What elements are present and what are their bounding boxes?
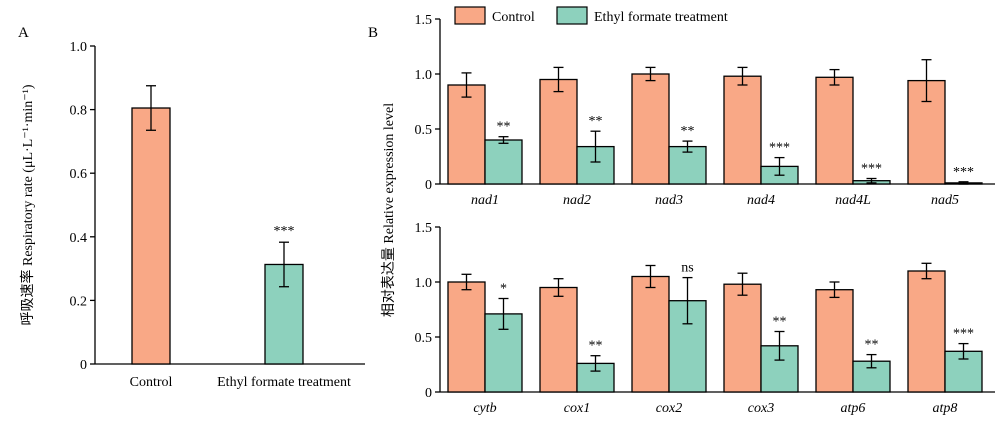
panel-a-y-axis-label: 呼吸速率 Respiratory rate (μL·L⁻¹·min⁻¹) xyxy=(19,84,36,325)
panel-a-error-bar xyxy=(279,241,289,288)
panel-b-x-tick-label: atp8 xyxy=(933,401,958,416)
panel-b-x-tick-label: cox2 xyxy=(656,401,682,416)
panel-b-bar xyxy=(815,289,854,393)
legend-label-treatment: Ethyl formate treatment xyxy=(594,10,728,25)
panel-b-row2-y-tick-label: 0.5 xyxy=(415,331,433,346)
panel-b-row2-y-tick-label: 1.5 xyxy=(415,221,433,236)
panel-b-significance: ** xyxy=(773,315,787,330)
panel-b-bar xyxy=(484,139,523,185)
panel-b-bar xyxy=(723,75,762,185)
panel-b-error-bar xyxy=(921,262,932,280)
panel-b-row1-y-tick-label: 1.0 xyxy=(415,68,433,83)
panel-b-row2-y-tick-label: 0 xyxy=(425,386,432,401)
panel-b-significance: *** xyxy=(953,327,974,342)
panel-a-x-tick-label: Ethyl formate treatment xyxy=(217,375,351,390)
panel-b-significance: *** xyxy=(769,141,790,156)
panel-b-error-bar xyxy=(737,66,748,86)
panel-b-significance: ** xyxy=(865,338,879,353)
panel-b-row2-y-tick-label: 1.0 xyxy=(415,276,433,291)
panel-a-significance: *** xyxy=(274,224,295,239)
panel-a-y-tick-label: 0.4 xyxy=(70,231,88,246)
legend-label-control: Control xyxy=(492,10,535,25)
panel-b-significance: *** xyxy=(861,162,882,177)
panel-b-error-bar xyxy=(553,278,564,297)
panel-b-label: B xyxy=(368,25,378,41)
legend: Control Ethyl formate treatment xyxy=(454,6,728,25)
panel-b-error-bar xyxy=(829,68,840,86)
panel-b-error-bar xyxy=(774,156,785,176)
panel-b-x-tick-label: cox1 xyxy=(564,401,590,416)
panel-b-bar xyxy=(447,84,486,185)
panel-b-row1-y-tick-label: 0.5 xyxy=(415,123,433,138)
panel-b-x-tick-label: atp6 xyxy=(841,401,866,416)
panel-b-error-bar xyxy=(737,272,748,296)
panel-b-error-bar xyxy=(590,355,601,372)
panel-b-error-bar xyxy=(645,264,656,289)
panel-b-error-bar xyxy=(866,177,877,184)
panel-b-error-bar xyxy=(958,181,969,185)
panel-b-error-bar xyxy=(461,72,472,98)
panel-a-y-tick-label: 0.6 xyxy=(70,167,88,182)
panel-a-error-bar xyxy=(146,85,156,131)
panel-b-x-tick-label: nad4L xyxy=(835,193,871,208)
panel-b-bar xyxy=(447,281,486,393)
panel-b-row1-y-tick-label: 1.5 xyxy=(415,13,433,28)
panel-b-error-bar xyxy=(682,276,693,325)
panel-b-error-bar xyxy=(774,330,785,361)
panel-b-significance: * xyxy=(500,282,507,297)
panel-b-error-bar xyxy=(461,273,472,291)
panel-b-x-tick-label: nad3 xyxy=(655,193,683,208)
panel-b-significance: ** xyxy=(681,124,695,139)
panel-b-error-bar xyxy=(590,130,601,163)
panel-b-error-bar xyxy=(645,66,656,82)
panel-b-error-bar xyxy=(498,297,509,330)
panel-b-error-bar xyxy=(498,136,509,144)
panel-b-bar xyxy=(668,145,707,185)
panel-b-x-tick-label: nad2 xyxy=(563,193,591,208)
panel-a-y-tick-label: 1.0 xyxy=(70,40,88,55)
panel-b-row1-y-tick-label: 0 xyxy=(425,178,432,193)
panel-b-bar xyxy=(631,275,670,393)
panel-b-error-bar xyxy=(866,353,877,369)
panel-b-error-bar xyxy=(682,140,693,153)
panel-b-bar xyxy=(815,76,854,185)
panel-a-y-tick-label: 0.8 xyxy=(70,104,88,119)
panel-b-bar xyxy=(539,78,578,185)
panel-b-significance: ns xyxy=(681,261,693,276)
panel-b-bar xyxy=(723,283,762,393)
panel-b-x-tick-label: nad1 xyxy=(471,193,499,208)
panel-a-y-tick-label: 0 xyxy=(80,358,87,373)
panel-b-x-tick-label: cox3 xyxy=(748,401,774,416)
panel-b-significance: ** xyxy=(589,339,603,354)
panel-b-y-axis-label: 相对表达量 Relative expression level xyxy=(381,103,397,317)
panel-b-bar xyxy=(539,286,578,393)
panel-a-bar xyxy=(131,107,171,365)
panel-a-y-tick-label: 0.2 xyxy=(70,294,88,309)
panel-b-x-tick-label: nad5 xyxy=(931,193,959,208)
panel-b-bar xyxy=(631,73,670,185)
legend-swatch-control xyxy=(454,6,486,25)
panel-b-significance: *** xyxy=(953,165,974,180)
legend-swatch-treatment xyxy=(556,6,588,25)
panel-b-error-bar xyxy=(553,66,564,93)
panel-b-bar xyxy=(907,270,946,393)
panel-b-significance: ** xyxy=(589,114,603,129)
panel-b-x-tick-label: nad4 xyxy=(747,193,775,208)
panel-b-significance: ** xyxy=(497,120,511,135)
panel-b-x-tick-label: cytb xyxy=(473,401,496,416)
panel-b-error-bar xyxy=(829,281,840,299)
panel-a-label: A xyxy=(18,25,29,41)
panel-a-x-tick-label: Control xyxy=(130,375,173,390)
panel-b-error-bar xyxy=(958,342,969,360)
panel-b-error-bar xyxy=(921,59,932,103)
